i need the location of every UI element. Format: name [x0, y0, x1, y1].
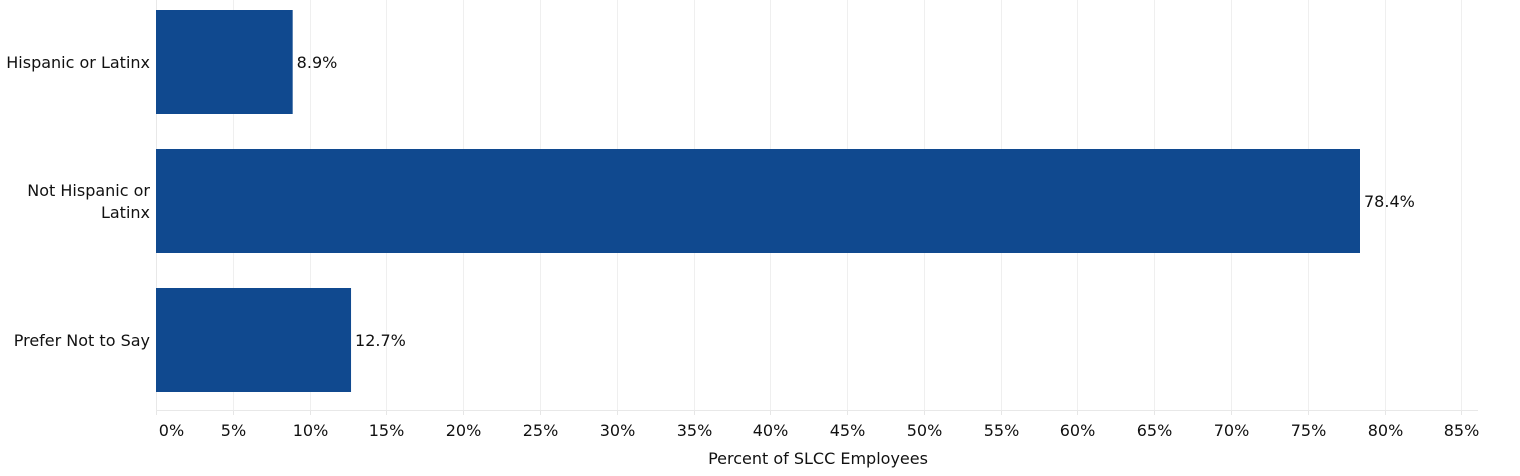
- x-tick-label: 80%: [1368, 421, 1404, 440]
- data-label: 78.4%: [1364, 192, 1415, 211]
- data-label: 8.9%: [297, 53, 338, 72]
- x-tick-label: 10%: [293, 421, 329, 440]
- x-tick-label: 45%: [830, 421, 866, 440]
- category-label: Latinx: [101, 203, 150, 222]
- x-tick-label: 15%: [369, 421, 405, 440]
- bar: [156, 149, 1360, 253]
- x-tick-label: 25%: [523, 421, 559, 440]
- category-label: Prefer Not to Say: [14, 331, 150, 350]
- category-label: Hispanic or Latinx: [6, 53, 150, 72]
- x-tick-label: 55%: [984, 421, 1020, 440]
- x-tick-label: 70%: [1214, 421, 1250, 440]
- x-tick-label: 50%: [907, 421, 943, 440]
- x-tick-label: 75%: [1291, 421, 1327, 440]
- bar: [156, 10, 293, 114]
- x-tick-label: 20%: [446, 421, 482, 440]
- x-tick-label: 40%: [753, 421, 789, 440]
- category-label: Not Hispanic or: [27, 181, 150, 200]
- x-tick-label: 65%: [1137, 421, 1173, 440]
- x-tick-label: 60%: [1060, 421, 1096, 440]
- data-label: 12.7%: [355, 331, 406, 350]
- x-tick-label: 85%: [1444, 421, 1480, 440]
- x-axis-title: Percent of SLCC Employees: [708, 449, 928, 468]
- x-tick-label: 35%: [677, 421, 713, 440]
- x-tick-label: 30%: [600, 421, 636, 440]
- x-tick-label: 0%: [159, 421, 184, 440]
- bar: [156, 288, 352, 392]
- x-tick-label: 5%: [221, 421, 246, 440]
